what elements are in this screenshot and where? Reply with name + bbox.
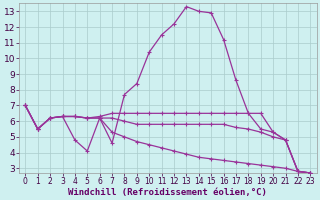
X-axis label: Windchill (Refroidissement éolien,°C): Windchill (Refroidissement éolien,°C): [68, 188, 267, 197]
